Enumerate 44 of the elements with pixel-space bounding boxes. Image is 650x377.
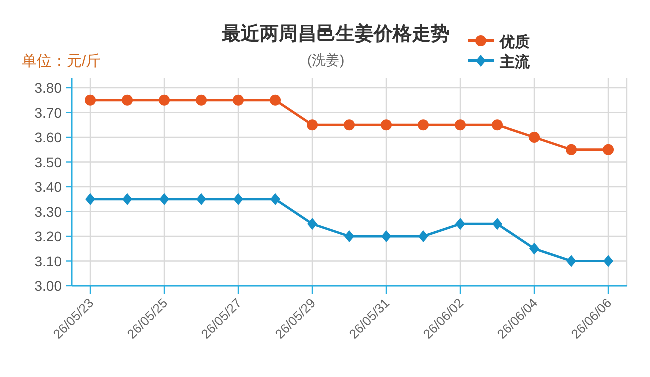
point <box>382 230 392 242</box>
point <box>196 193 206 206</box>
y-tick-label: 3.50 <box>34 154 62 170</box>
point <box>381 120 392 131</box>
point <box>233 94 244 106</box>
point <box>159 94 170 106</box>
point <box>270 193 280 206</box>
legend-label: 优质 <box>499 34 530 51</box>
point <box>418 230 428 242</box>
legend-label: 主流 <box>499 53 531 71</box>
y-axis-title: 单位：元/斤 <box>22 53 102 70</box>
y-tick-label: 3.10 <box>34 253 62 270</box>
y-tick-label: 3.30 <box>34 204 62 220</box>
y-tick-label: 3.40 <box>34 179 62 195</box>
point <box>196 94 207 106</box>
chart-subtitle: (洗姜) <box>307 52 345 68</box>
point <box>122 193 132 206</box>
point <box>85 94 96 106</box>
point <box>86 193 96 206</box>
point <box>308 218 318 230</box>
point <box>456 218 466 230</box>
point <box>566 144 577 156</box>
point <box>234 193 244 206</box>
point <box>603 144 614 156</box>
y-tick-label: 3.20 <box>34 228 62 244</box>
point <box>307 120 318 131</box>
y-tick-label: 3.60 <box>34 130 62 146</box>
point <box>344 230 354 242</box>
point <box>270 94 281 106</box>
point <box>492 120 503 131</box>
point <box>122 94 133 106</box>
point <box>418 120 429 131</box>
y-tick-label: 3.70 <box>34 104 62 121</box>
point <box>344 120 355 131</box>
y-tick-label: 3.80 <box>34 80 62 96</box>
point <box>604 255 614 268</box>
chart-title: 最近两周昌邑生姜价格走势 <box>221 23 450 45</box>
y-tick-label: 3.00 <box>34 278 62 294</box>
point <box>566 255 576 268</box>
point <box>492 218 502 230</box>
point <box>455 120 466 131</box>
point <box>529 132 540 143</box>
point <box>160 193 170 206</box>
point <box>530 242 540 255</box>
